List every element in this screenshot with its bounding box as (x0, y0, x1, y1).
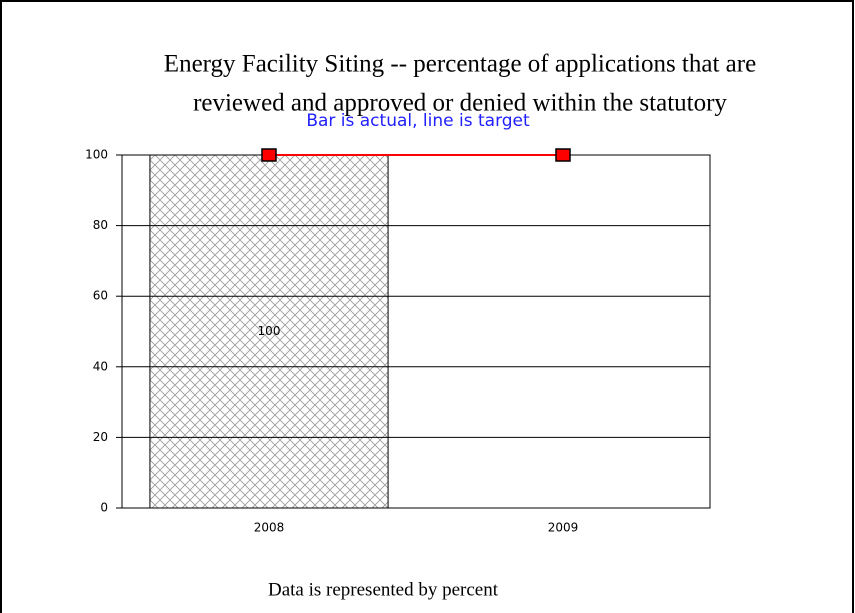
chart-title: reviewed and approved or denied within t… (193, 90, 727, 117)
line-marker (261, 148, 277, 162)
chart-subtitle: Bar is actual, line is target (306, 111, 530, 131)
y-tick-label: 60 (93, 289, 108, 303)
y-tick-label: 40 (93, 359, 108, 373)
chart-title: Energy Facility Siting -- percentage of … (164, 51, 756, 78)
y-tick-label: 20 (93, 430, 108, 444)
y-tick-label: 80 (93, 218, 108, 232)
data-label: 100 (258, 324, 281, 338)
note: Data is represented by percent (268, 579, 499, 600)
y-tick-label: 0 (100, 501, 108, 515)
y-tick-label: 100 (85, 148, 108, 162)
line-marker (555, 148, 571, 162)
x-tick-label: 2009 (548, 521, 579, 535)
x-tick-label: 2008 (254, 521, 285, 535)
